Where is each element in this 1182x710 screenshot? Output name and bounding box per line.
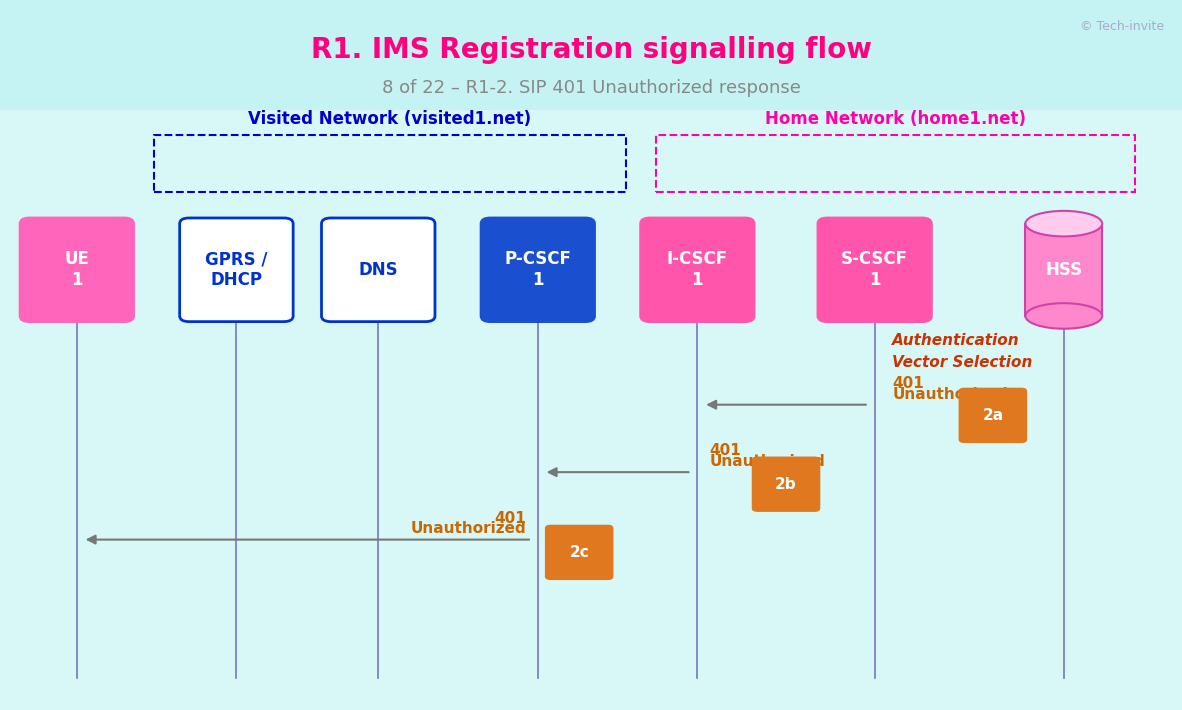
Text: P-CSCF
1: P-CSCF 1 (505, 251, 571, 289)
FancyBboxPatch shape (959, 388, 1027, 443)
FancyBboxPatch shape (322, 218, 435, 322)
FancyBboxPatch shape (545, 525, 613, 580)
Text: HSS: HSS (1045, 261, 1083, 279)
FancyBboxPatch shape (481, 218, 595, 322)
Text: 8 of 22 – R1-2. SIP 401 Unauthorized response: 8 of 22 – R1-2. SIP 401 Unauthorized res… (382, 79, 800, 97)
FancyBboxPatch shape (752, 457, 820, 512)
Text: 2a: 2a (982, 408, 1004, 423)
Text: DNS: DNS (358, 261, 398, 279)
Text: Unauthorized: Unauthorized (892, 386, 1008, 402)
Text: Home Network (home1.net): Home Network (home1.net) (765, 110, 1026, 129)
Text: Unauthorized: Unauthorized (410, 521, 526, 537)
Text: 2b: 2b (775, 476, 797, 492)
Text: Vector Selection: Vector Selection (892, 354, 1033, 370)
FancyBboxPatch shape (641, 218, 754, 322)
Ellipse shape (1025, 211, 1102, 236)
FancyBboxPatch shape (818, 218, 931, 322)
Text: GPRS /
DHCP: GPRS / DHCP (206, 251, 267, 289)
Text: 401: 401 (892, 376, 924, 391)
Ellipse shape (1025, 303, 1102, 329)
Text: Authentication: Authentication (892, 333, 1020, 349)
Text: I-CSCF
1: I-CSCF 1 (667, 251, 728, 289)
FancyBboxPatch shape (0, 0, 1182, 110)
FancyBboxPatch shape (20, 218, 134, 322)
Text: 401: 401 (709, 443, 741, 459)
Text: S-CSCF
1: S-CSCF 1 (842, 251, 908, 289)
Text: UE
1: UE 1 (64, 251, 90, 289)
Text: Unauthorized: Unauthorized (709, 454, 825, 469)
FancyBboxPatch shape (180, 218, 293, 322)
Text: 401: 401 (494, 510, 526, 526)
Text: Visited Network (visited1.net): Visited Network (visited1.net) (248, 110, 532, 129)
Text: 2c: 2c (570, 545, 589, 560)
Text: © Tech-invite: © Tech-invite (1080, 20, 1164, 33)
Text: R1. IMS Registration signalling flow: R1. IMS Registration signalling flow (311, 36, 871, 64)
FancyBboxPatch shape (1025, 224, 1103, 316)
